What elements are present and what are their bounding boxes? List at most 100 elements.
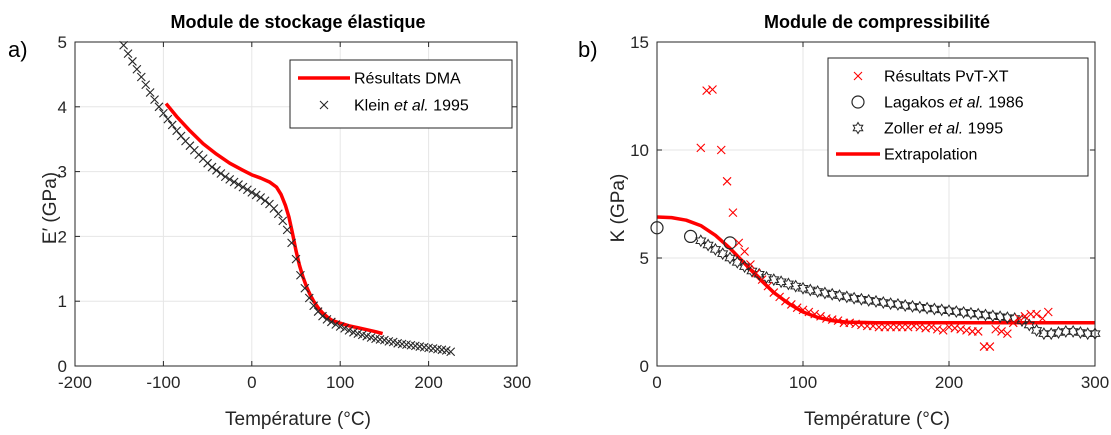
chart-b-series-1-point (1001, 311, 1014, 325)
chart-b-series-3-point (769, 288, 779, 297)
chart-a-series-1-point (238, 182, 248, 192)
chart-b-series-1-point (797, 281, 809, 295)
chart-a-series-1-point (326, 317, 336, 327)
chart-b-series-3-point (746, 260, 755, 269)
chart-b-ticks: 0 100 200 300 0 5 10 15 (630, 33, 1109, 392)
chart-b-xtick-label: 0 (652, 373, 661, 392)
chart-b-series-1-point (863, 293, 875, 307)
chart-b-ytick-label: 5 (640, 249, 649, 268)
chart-b-series-1-point (717, 247, 729, 261)
chart-b-series-1-point (702, 238, 714, 252)
chart-a-series-1-point (296, 270, 305, 280)
chart-b-series-1-point (957, 305, 970, 319)
chart-a-panel-label: a) (8, 37, 28, 62)
chart-b-legend-item-2: Zoller et al. 1995 (852, 121, 1003, 138)
chart-a: a) Module de stockage élastique Températ… (8, 12, 531, 430)
chart-b-title: Module de compressibilité (764, 12, 990, 32)
chart-a-legend-box (289, 59, 513, 129)
chart-b-series-1-point (833, 289, 846, 303)
chart-b-panel-label: b) (578, 37, 598, 62)
chart-a-series-1-point (150, 95, 159, 105)
chart-a-series-1-point (128, 57, 137, 66)
chart-b-series-1-point (724, 251, 736, 265)
chart-b-ytick-label: 0 (640, 357, 649, 376)
chart-a-series-1-point (273, 209, 283, 219)
chart-a-series-1-point (309, 301, 319, 311)
chart-b-series-1-point (914, 300, 926, 314)
chart-b-series-1-point (775, 275, 787, 289)
chart-a-series-1-point (145, 88, 155, 97)
chart-b-series-3-point (792, 303, 802, 313)
chart-a-series-1-point (132, 64, 142, 74)
chart-a-series-1-point (318, 311, 327, 321)
chart-b-series-3-point (804, 307, 814, 317)
chart-a-ytick-label: 4 (58, 98, 67, 117)
chart-a-series-0-line (164, 102, 384, 336)
chart-b-series-3-point (781, 296, 790, 306)
chart-b-series-3-point (973, 327, 983, 336)
chart-a-axes (74, 41, 518, 367)
chart-a-xtick-label: 200 (414, 373, 442, 392)
chart-a-series-1-point (234, 180, 243, 189)
chart-b-series-1-point (782, 277, 795, 291)
chart-a-series-1-point (287, 238, 296, 248)
chart-b-series-1-point (950, 305, 962, 319)
chart-a-xtick-label: -200 (58, 373, 92, 392)
chart-a-xlabel: Température (°C) (225, 409, 371, 430)
chart-b-series-3-point (702, 86, 712, 95)
chart-a-series-1-point (335, 322, 345, 331)
chart-a-series-1-point (291, 254, 301, 264)
chart-a-series-1-point (229, 177, 239, 187)
chart-b-series-1-point (790, 279, 802, 293)
chart-b-series-1-point (877, 296, 889, 309)
chart-a-series-1-point (225, 174, 235, 184)
chart-a-series-1-point (304, 293, 314, 303)
chart-a-series-1-point (167, 120, 177, 130)
chart-b-series-1-point (709, 242, 722, 256)
chart-b-series-1-point (870, 294, 882, 308)
chart-b-legend-item-3-label: Extrapolation (884, 147, 977, 164)
chart-a-series-1-point (163, 114, 173, 124)
chart-a-series-1-point (220, 172, 230, 182)
chart-a-xtick-label: 0 (247, 373, 256, 392)
chart-b: b) Module de compressibilité Température… (578, 12, 1109, 430)
chart-b-series-3-point (708, 85, 717, 94)
chart-b-series-1-point (804, 283, 816, 297)
chart-a-series-1-point (212, 165, 221, 175)
chart-b-series-3-point (833, 316, 843, 326)
chart-b-series-1-point (884, 297, 897, 311)
chart-a-series-0 (164, 102, 384, 336)
chart-a-series-1-point (278, 216, 288, 226)
chart-b-ylabel: K (GPa) (608, 174, 629, 243)
chart-b-series-3-point (921, 323, 931, 333)
chart-a-legend-item-0: Résultats DMA (298, 71, 461, 88)
chart-a-ytick-label: 1 (58, 292, 67, 311)
chart-b-series-3-point (786, 300, 796, 309)
chart-b-legend-item-1-label: Lagakos et al. 1986 (884, 95, 1024, 112)
chart-b-series-3-point (775, 292, 785, 302)
chart-b-series-1-point (972, 307, 984, 321)
chart-a-ytick-label: 3 (58, 163, 67, 182)
chart-a-series-1-point (207, 162, 217, 172)
chart-b-series-3-point (1032, 309, 1041, 319)
chart-b-series-1-point (826, 287, 838, 301)
chart-b-series-3-point (985, 342, 995, 351)
chart-b-series-3-point (716, 145, 726, 155)
chart-a-legend-item-0-label: Résultats DMA (354, 71, 461, 88)
chart-b-axes (656, 41, 1096, 367)
chart-a-series-1-point (331, 320, 341, 329)
chart-b-series-3-point (740, 247, 749, 256)
chart-b-legend-item-2-swatch (852, 121, 864, 135)
chart-b-series-3-point (722, 176, 732, 186)
chart-b-series-2-point (683, 229, 698, 243)
chart-a-frame (74, 41, 518, 367)
chart-b-legend-item-3: Extrapolation (836, 147, 977, 164)
chart-a-series-1-point (300, 283, 310, 293)
chart-b-legend-item-0-label: Résultats PvT-XT (884, 69, 1009, 86)
chart-b-frame (656, 41, 1096, 367)
chart-b-series-1-point (841, 290, 853, 304)
chart-b-legend-box (827, 57, 1089, 177)
chart-b-series-3-point (997, 327, 1006, 336)
chart-a-series-1 (119, 40, 456, 357)
